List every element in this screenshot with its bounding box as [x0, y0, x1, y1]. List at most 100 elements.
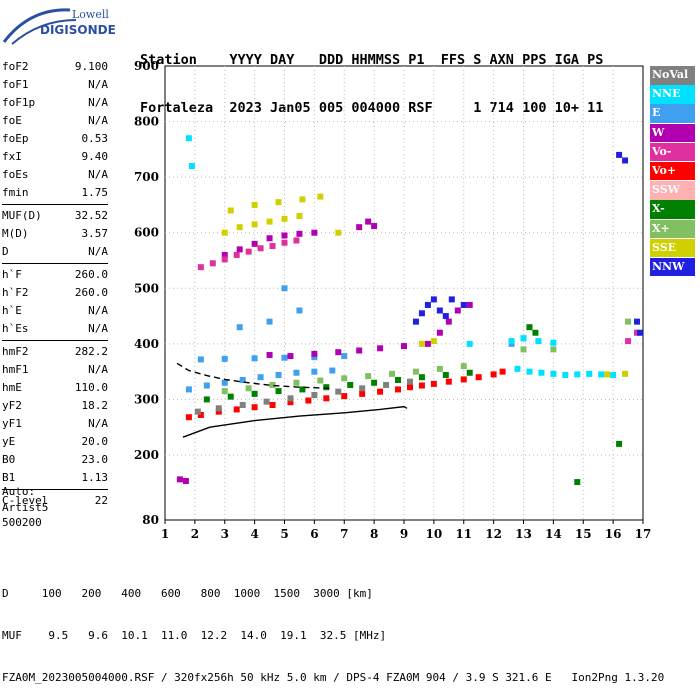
data-point [221, 251, 228, 258]
data-point [221, 388, 228, 395]
x-tick-label: 17 [635, 527, 652, 541]
parameter-row: foF2 9.100 [2, 58, 108, 76]
parameter-name: h`F2 [2, 286, 29, 299]
header-value: 714 [489, 100, 523, 116]
header-label: P1 [408, 52, 441, 68]
data-point [412, 318, 419, 325]
data-point [311, 350, 318, 357]
auto-label: Auto: [2, 485, 36, 498]
data-point [236, 246, 243, 253]
data-point [341, 393, 348, 400]
logo-graphic: Lowell DIGISONDE [2, 8, 116, 45]
y-tick-label: 600 [134, 226, 159, 240]
parameter-row: foEs N/A [2, 166, 108, 184]
data-point [356, 347, 363, 354]
data-point [365, 218, 372, 225]
parameter-row: D N/A [2, 243, 108, 261]
data-point [466, 369, 473, 376]
data-point [418, 382, 425, 389]
data-point [538, 369, 545, 376]
data-point [499, 368, 506, 375]
x-tick-label: 15 [575, 527, 592, 541]
data-point [257, 374, 264, 381]
header-label: PPS [522, 52, 555, 68]
data-point [251, 221, 258, 228]
data-point [194, 408, 201, 415]
data-point [418, 374, 425, 381]
data-point [508, 338, 515, 345]
data-point [475, 374, 482, 381]
data-point [281, 232, 288, 239]
data-point [532, 329, 539, 336]
parameter-value: 110.0 [74, 381, 108, 394]
header-label: PS [587, 52, 612, 68]
parameter-value: 20.0 [81, 435, 109, 448]
parameter-name: h`Es [2, 322, 29, 335]
x-tick-label: 14 [545, 527, 562, 541]
data-point [293, 237, 300, 244]
data-point [604, 371, 611, 378]
x-tick-label: 3 [221, 527, 229, 541]
header-label: HHMMSS [351, 52, 409, 68]
logo-line2: DIGISONDE [40, 23, 116, 37]
legend-item: NNE [650, 85, 695, 104]
legend-item: Vo- [650, 142, 695, 162]
data-point [418, 340, 425, 347]
legend-item: NoVal [650, 66, 695, 85]
data-point [598, 371, 605, 378]
data-point [221, 355, 228, 362]
parameter-value: 3.57 [81, 227, 109, 240]
parameter-name: foEs [2, 168, 29, 181]
dashed-trace-line [176, 362, 330, 390]
legend-item: X+ [650, 219, 695, 238]
parameter-name: hmF1 [2, 363, 29, 376]
header-label: S [473, 52, 490, 68]
parameter-row: foF1 N/A [2, 76, 108, 94]
ionogram-chart: 1 2 3 4 5 6 7 8 9 10 11 12 13 14 15 16 17900800700600500… [134, 59, 652, 541]
parameter-row: M(D) 3.57 [2, 225, 108, 243]
parameter-value: 1.13 [81, 471, 109, 484]
data-point [266, 318, 273, 325]
data-point [574, 371, 581, 378]
parameter-divider [2, 489, 108, 490]
data-point [359, 390, 366, 397]
parameter-value: N/A [88, 168, 108, 181]
data-point [406, 378, 413, 385]
data-point [460, 301, 467, 308]
header-value: 2023 [229, 100, 271, 116]
data-point [296, 213, 303, 220]
header-label: DDD [318, 52, 352, 68]
data-point [317, 193, 324, 200]
parameter-name: hmE [2, 381, 22, 394]
data-point [275, 199, 282, 206]
parameter-name: h`E [2, 304, 22, 317]
data-point [448, 296, 455, 303]
data-point [550, 370, 557, 377]
parameter-name: C-level [2, 494, 49, 507]
x-tick-label: 16 [605, 527, 622, 541]
data-point [317, 377, 324, 384]
data-point [311, 368, 318, 375]
data-point [269, 243, 276, 250]
header-value: 10+ [554, 100, 588, 116]
data-point [269, 381, 276, 388]
data-point [233, 406, 240, 413]
data-point [436, 365, 443, 372]
header-labels: Station YYYY DAY DDD HHMMSS P1 FFS S AXN… [140, 52, 611, 68]
data-point [454, 307, 461, 314]
x-tick-label: 2 [191, 527, 199, 541]
data-point [377, 345, 384, 352]
data-point [296, 230, 303, 237]
y-tick-label: 400 [134, 337, 159, 351]
parameter-value: 0.53 [81, 132, 109, 145]
data-point [634, 318, 641, 325]
data-point [442, 371, 449, 378]
data-point [197, 356, 204, 363]
parameter-row: B1 1.13 [2, 469, 108, 487]
data-point [625, 318, 632, 325]
data-point [182, 478, 189, 484]
data-point [257, 245, 264, 252]
data-point [251, 390, 258, 397]
data-point [245, 385, 252, 392]
data-point [550, 346, 557, 353]
